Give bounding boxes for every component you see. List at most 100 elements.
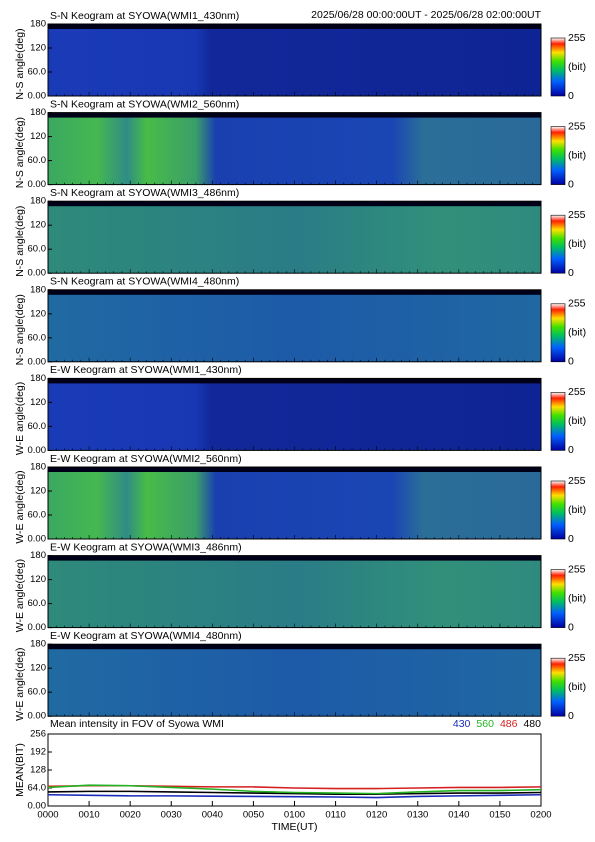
colorbar-tick-label: 255 xyxy=(568,563,586,575)
x-tick-label: 0010 xyxy=(79,810,100,821)
colorbar-unit: (bit) xyxy=(568,681,586,693)
colorbar-unit: (bit) xyxy=(568,592,586,604)
y-tick-label: 0.00 xyxy=(28,622,47,633)
colorbar-tick-label: 0 xyxy=(568,533,574,545)
y-axis-label: N-S angle(deg) xyxy=(14,294,26,365)
period: 2025/06/28 00:00:00UT - 2025/06/28 02:00… xyxy=(311,9,541,21)
x-tick-label: 0100 xyxy=(284,810,305,821)
y-tick-label: 60.0 xyxy=(28,598,47,609)
panel-title: E-W Keogram at SYOWA(WMI1_430nm) xyxy=(50,364,242,376)
keogram-top-band xyxy=(48,289,541,295)
x-axis-label: TIME(UT) xyxy=(271,821,317,833)
y-axis-label: W-E angle(deg) xyxy=(14,559,26,632)
series-line xyxy=(47,790,542,795)
y-tick-label: 0.00 xyxy=(28,268,47,279)
colorbar-tick-label: 0 xyxy=(568,178,574,190)
colorbar-unit: (bit) xyxy=(568,327,586,339)
colorbar-tick-label: 0 xyxy=(568,444,574,456)
y-tick-label: 180 xyxy=(30,19,46,30)
colorbar-tick-label: 255 xyxy=(568,386,586,398)
y-axis-label: W-E angle(deg) xyxy=(14,648,26,721)
y-tick-label: 120 xyxy=(30,131,46,142)
colorbar-unit: (bit) xyxy=(568,415,586,427)
colorbar-tick-label: 255 xyxy=(568,298,586,310)
y-tick-label: 120 xyxy=(30,220,46,231)
y-tick-label: 60.0 xyxy=(28,155,47,166)
y-tick-label: 60.0 xyxy=(28,67,47,78)
colorbar-tick-label: 0 xyxy=(568,356,574,368)
keogram-image xyxy=(48,467,541,539)
series-line xyxy=(47,793,542,799)
colorbar xyxy=(550,303,566,363)
y-axis-label: MEAN(BIT) xyxy=(14,743,26,797)
y-tick-label: 180 xyxy=(30,639,46,650)
panel-title: E-W Keogram at SYOWA(WMI3_486nm) xyxy=(50,541,242,553)
y-axis-label: N-S angle(deg) xyxy=(14,206,26,277)
y-tick-label: 0.00 xyxy=(28,356,47,367)
y-tick-label: 60.0 xyxy=(28,332,47,343)
y-axis-label: N-S angle(deg) xyxy=(14,117,26,188)
keogram-image xyxy=(48,644,541,717)
colorbar xyxy=(550,657,566,717)
panel-title: S-N Keogram at SYOWA(WMI1_430nm) xyxy=(50,10,239,22)
colorbar-tick-label: 0 xyxy=(568,267,574,279)
y-tick-label: 180 xyxy=(30,550,46,561)
y-tick-label: 120 xyxy=(30,43,46,54)
colorbar-unit: (bit) xyxy=(568,149,586,161)
colorbar-tick-label: 0 xyxy=(568,621,574,633)
x-tick-label: 0000 xyxy=(37,810,58,821)
y-tick-label: 64.0 xyxy=(28,783,47,794)
y-tick-label: 120 xyxy=(30,574,46,585)
colorbar-unit: (bit) xyxy=(568,61,586,73)
y-tick-label: 120 xyxy=(30,397,46,408)
y-tick-label: 120 xyxy=(30,486,46,497)
keogram-image xyxy=(48,24,541,96)
y-tick-label: 60.0 xyxy=(28,687,47,698)
legend-entry: 480 xyxy=(523,718,541,730)
panel-title: S-N Keogram at SYOWA(WMI3_486nm) xyxy=(50,187,239,199)
x-tick-label: 0120 xyxy=(366,810,387,821)
legend-entry: 486 xyxy=(500,718,518,730)
keogram-image xyxy=(48,378,541,451)
keogram-image xyxy=(48,201,541,274)
x-tick-label: 0110 xyxy=(325,810,345,821)
y-axis-label: N-S angle(deg) xyxy=(14,28,26,99)
colorbar-tick-label: 0 xyxy=(568,710,574,722)
y-tick-label: 0.00 xyxy=(28,801,47,812)
keogram-image xyxy=(48,289,541,362)
keogram-image xyxy=(48,555,541,628)
colorbar xyxy=(550,480,566,540)
y-tick-label: 180 xyxy=(30,196,46,207)
panel-title: E-W Keogram at SYOWA(WMI2_560nm) xyxy=(50,453,242,465)
colorbar-tick-label: 255 xyxy=(568,475,586,487)
y-tick-label: 128 xyxy=(30,765,46,776)
y-tick-label: 60.0 xyxy=(28,510,47,521)
colorbar-tick-label: 255 xyxy=(568,209,586,221)
x-tick-label: 0050 xyxy=(243,810,264,821)
series-line xyxy=(47,784,542,795)
keogram-top-band xyxy=(48,24,541,29)
keogram-top-band xyxy=(48,467,541,472)
y-tick-label: 60.0 xyxy=(28,244,47,255)
colorbar xyxy=(550,126,566,185)
colorbar-tick-label: 255 xyxy=(568,120,586,132)
y-tick-label: 0.00 xyxy=(28,445,47,456)
y-axis-label: W-E angle(deg) xyxy=(14,382,26,455)
keogram-top-band xyxy=(48,201,541,207)
chart-title: Mean intensity in FOV of Syowa WMI xyxy=(50,718,224,730)
y-tick-label: 0.00 xyxy=(28,534,47,545)
y-tick-label: 180 xyxy=(30,373,46,384)
y-tick-label: 0.00 xyxy=(28,91,47,102)
x-tick-label: 0040 xyxy=(202,810,223,821)
y-tick-label: 0.00 xyxy=(28,711,47,722)
y-tick-label: 180 xyxy=(30,107,46,118)
colorbar xyxy=(550,214,566,274)
keogram-top-band xyxy=(48,555,541,561)
y-tick-label: 180 xyxy=(30,284,46,295)
colorbar-tick-label: 0 xyxy=(568,90,574,102)
x-tick-label: 0020 xyxy=(120,810,141,821)
colorbar xyxy=(550,37,566,97)
colorbar-unit: (bit) xyxy=(568,504,586,516)
colorbar-tick-label: 255 xyxy=(568,32,586,44)
